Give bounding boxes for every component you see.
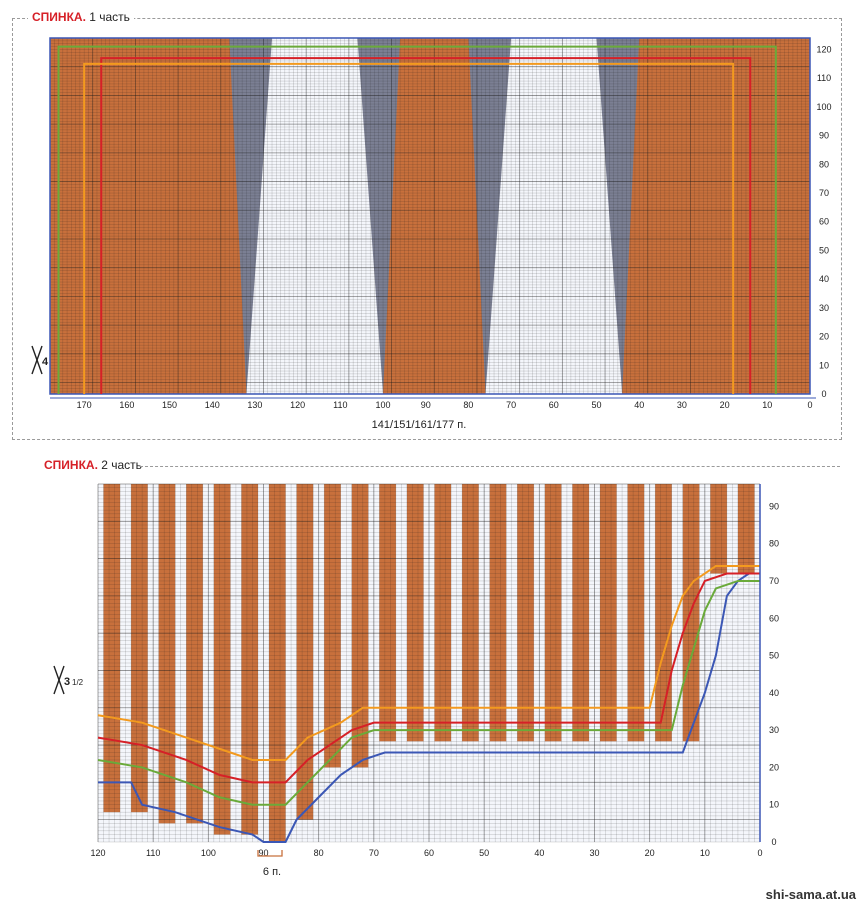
part1-x-tick: 160	[119, 400, 134, 410]
part2-x-tick: 10	[700, 848, 710, 858]
part1-x-tick: 150	[162, 400, 177, 410]
part1-size-line-green	[57, 45, 777, 394]
part2-rib-stripe	[600, 484, 617, 742]
part2-rib-stripe	[186, 484, 203, 824]
part1-x-tick: 130	[247, 400, 262, 410]
part2-y-tick: 40	[769, 688, 779, 698]
part2-y-tick: 0	[771, 837, 776, 847]
part2-rib-stripe	[572, 484, 589, 742]
part2-x-tick: 80	[314, 848, 324, 858]
part2-title: СПИНКА. 2 часть	[40, 458, 146, 472]
part2-x-tick: 50	[479, 848, 489, 858]
part2-rib-stripe	[517, 484, 534, 742]
part2-y-tick: 60	[769, 613, 779, 623]
part2-y-tick: 20	[769, 762, 779, 772]
part1-y-tick: 110	[817, 73, 831, 83]
part1-y-tick: 70	[819, 188, 829, 198]
back-part1-knitting-chart: 170 160 150 140 130 120 110 100 90 80 70 60 50 40 30 20…	[31, 37, 832, 431]
part2-x-tick: 90	[258, 848, 268, 858]
part2-rib-stripe	[406, 484, 424, 742]
part2-needle-size: 3	[64, 676, 70, 688]
part1-y-tick: 60	[819, 217, 829, 227]
part2-rib-stripe	[489, 484, 507, 742]
part2-y-tick: 80	[769, 539, 779, 549]
part1-x-tick: 90	[421, 400, 431, 410]
part1-x-tick: 50	[592, 400, 602, 410]
part1-stitch-count: 141/151/161/177 п.	[372, 419, 467, 431]
part2-rib-stripe	[434, 484, 452, 742]
part2-rib-stripe	[544, 484, 562, 742]
part2-x-tick: 0	[757, 848, 762, 858]
part1-y-tick: 50	[819, 245, 829, 255]
part1-y-tick: 90	[819, 131, 829, 141]
part1-title-bold: СПИНКА.	[32, 10, 86, 24]
part2-x-tick: 70	[369, 848, 379, 858]
part2-x-tick: 30	[589, 848, 599, 858]
part2-x-tick: 60	[424, 848, 434, 858]
part1-x-tick: 20	[720, 400, 730, 410]
part1-title: СПИНКА. 1 часть	[28, 10, 134, 24]
part2-size-line-blue	[98, 572, 760, 843]
part1-x-tick: 100	[376, 400, 391, 410]
part1-size-line-orange	[83, 62, 735, 394]
part2-y-tick: 10	[769, 800, 779, 810]
back-part2-knitting-chart: 120 110 100 90 80 70 60 50 40 30 20 10 0 01020304050…	[53, 483, 779, 878]
part1-needle-icon: 4	[31, 345, 49, 375]
part1-y-tick: 100	[816, 102, 831, 112]
part1-y-tick: 20	[819, 332, 829, 342]
part2-y-tick: 30	[769, 725, 779, 735]
part1-x-tick: 30	[677, 400, 687, 410]
part1-y-tick: 120	[816, 44, 831, 54]
part2-rib-stripe	[655, 484, 672, 742]
part2-y-tick: 50	[769, 651, 779, 661]
part2-title-rest: 2 часть	[97, 458, 142, 472]
part2-rib-stripe	[379, 484, 396, 742]
part1-x-tick: 60	[549, 400, 559, 410]
part1-y-tick: 0	[821, 389, 826, 399]
part1-y-tick: 10	[819, 360, 829, 370]
part1-x-tick: 70	[506, 400, 516, 410]
part1-x-tick: 0	[807, 400, 812, 410]
part1-x-tick: 120	[290, 400, 305, 410]
part1-x-tick: 170	[77, 400, 92, 410]
part1-size-line-red	[100, 57, 752, 394]
part2-width-label: 6 п.	[263, 866, 281, 878]
part1-y-tick: 80	[819, 159, 829, 169]
chart-panel-part1	[12, 18, 842, 440]
part2-x-tick: 40	[534, 848, 544, 858]
part2-x-tick: 110	[146, 848, 160, 858]
part1-y-tick: 30	[819, 303, 829, 313]
part2-rib-stripe	[462, 484, 479, 742]
part2-x-tick: 100	[201, 848, 216, 858]
part1-frame	[49, 37, 811, 395]
part2-rib-stripe	[158, 484, 176, 824]
part2-title-bold: СПИНКА.	[44, 458, 98, 472]
part2-needle-size-frac: 1/2	[72, 678, 84, 687]
part2-size-line-red	[97, 572, 760, 784]
part1-x-tick: 40	[634, 400, 644, 410]
part2-rib-stripe	[627, 484, 645, 742]
part1-title-rest: 1 часть	[85, 10, 130, 24]
part2-title-rule	[140, 466, 840, 467]
part2-y-tick: 90	[769, 501, 779, 511]
part2-x-tick: 120	[90, 848, 105, 858]
part1-x-tick: 110	[333, 400, 347, 410]
part2-needle-icon: 3 1/2	[53, 665, 84, 695]
part2-y-tick: 70	[769, 576, 779, 586]
part1-x-tick: 140	[205, 400, 220, 410]
part1-needle-size: 4	[42, 356, 49, 368]
site-watermark: shi-sama.at.ua	[765, 887, 856, 902]
part1-y-tick: 40	[819, 274, 829, 284]
part2-width-bracket: 6 п.	[257, 850, 283, 878]
part1-x-tick: 80	[463, 400, 473, 410]
part1-x-tick: 10	[762, 400, 772, 410]
part2-size-line-green	[97, 579, 760, 806]
part2-x-tick: 20	[645, 848, 655, 858]
part2-size-line-orange	[97, 565, 760, 761]
